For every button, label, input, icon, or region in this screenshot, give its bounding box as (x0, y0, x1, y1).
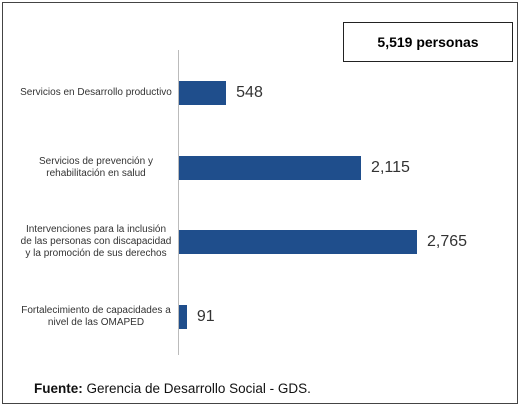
category-label: Servicios de prevención y rehabilitación… (39, 155, 153, 179)
source-text: Gerencia de Desarrollo Social - GDS. (86, 381, 311, 396)
category-label: Servicios en Desarrollo productivo (20, 87, 172, 98)
chart-frame (2, 2, 518, 404)
value-label: 91 (196, 307, 215, 325)
value-label: 2,115 (371, 158, 410, 176)
bar (179, 81, 227, 105)
source-label: Fuente: (34, 381, 83, 396)
value-label: 548 (236, 84, 263, 101)
category-label: Intervenciones para la inclusión de las … (20, 224, 172, 259)
bar (179, 155, 362, 180)
value-label: 2,765 (427, 233, 468, 250)
bar (179, 230, 417, 254)
total-annotation: 5,519 personas (343, 22, 513, 62)
category-axis (178, 50, 179, 355)
bar (179, 304, 187, 329)
source-note: Fuente: Gerencia de Desarrollo Social - … (34, 381, 311, 396)
category-label: Fortalecimiento de capacidades a nivel d… (21, 304, 171, 328)
